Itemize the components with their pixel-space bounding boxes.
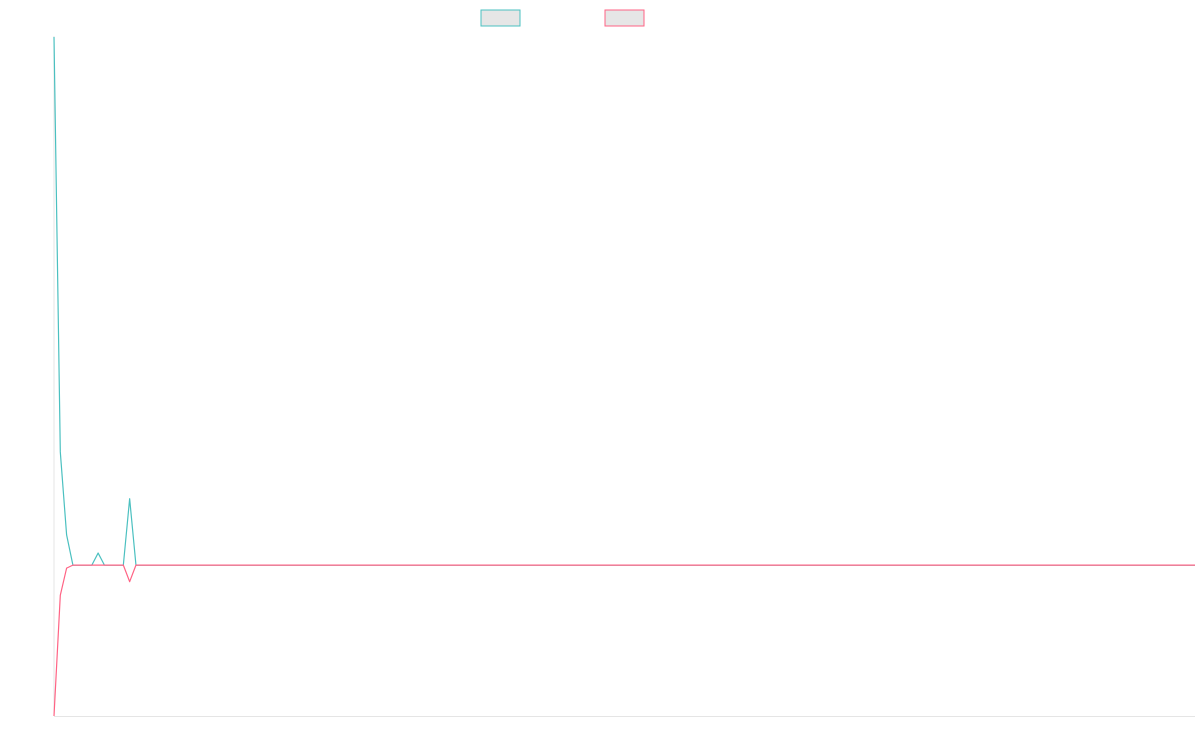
legend-swatch-2	[604, 9, 645, 27]
series-line-1	[53, 36, 1195, 566]
legend-swatch-1	[480, 9, 521, 27]
series-line-2	[53, 564, 1195, 717]
